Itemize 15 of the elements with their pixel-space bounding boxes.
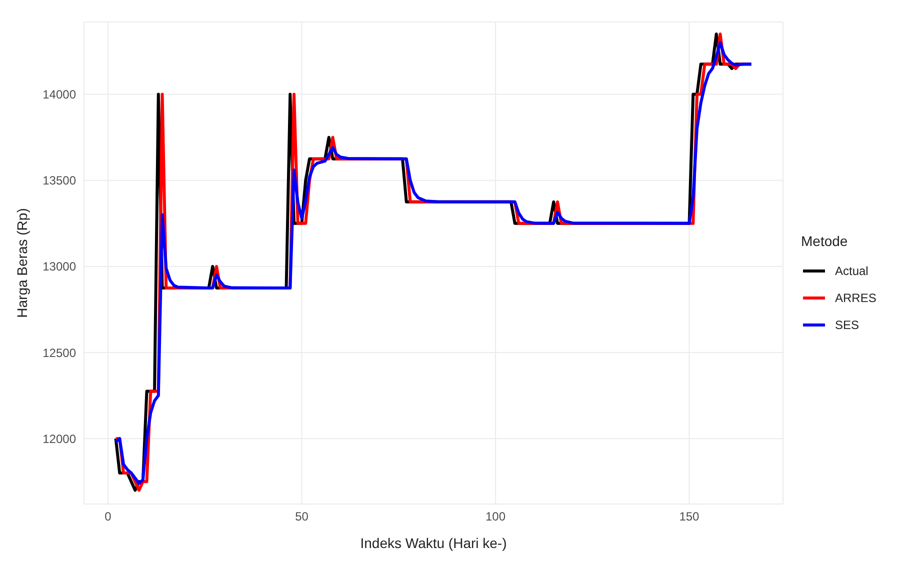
x-tick-label: 50 <box>295 510 309 524</box>
x-tick-label: 100 <box>485 510 506 524</box>
y-tick-label: 12500 <box>42 346 76 360</box>
legend-label: ARRES <box>835 290 876 304</box>
x-tick-label: 150 <box>679 510 700 524</box>
y-axis-title: Harga Beras (Rp) <box>14 208 30 318</box>
legend-title: Metode <box>801 233 849 249</box>
y-tick-label: 14000 <box>42 88 76 102</box>
y-tick-label: 13500 <box>42 174 76 188</box>
legend-label: Actual <box>835 264 868 278</box>
x-axis-title: Indeks Waktu (Hari ke-) <box>360 535 507 551</box>
y-tick-label: 13000 <box>42 260 76 274</box>
y-tick-label: 12000 <box>42 432 76 446</box>
x-tick-label: 0 <box>104 510 112 524</box>
legend-label: SES <box>835 318 860 332</box>
